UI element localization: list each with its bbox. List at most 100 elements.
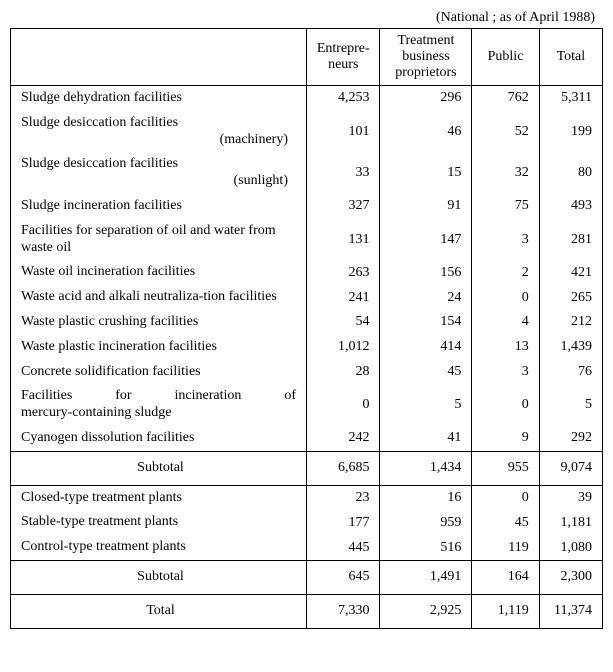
subtotal-label: Subtotal [11,451,307,485]
number-cell: 212 [539,310,602,335]
number-cell: 421 [539,260,602,285]
number-cell: 959 [380,510,472,535]
row-label: Sludge desiccation facilities(machinery) [11,111,307,153]
number-cell: 16 [380,485,472,510]
number-cell: 3 [472,360,539,385]
table-row: Facilities for incineration ofmercury-co… [11,384,603,426]
number-cell: 0 [307,384,380,426]
header-blank [11,29,307,86]
number-cell: 45 [380,360,472,385]
number-cell: 75 [472,194,539,219]
table-row: Sludge desiccation facilities(sunlight) 3… [11,152,603,194]
row-label: Waste plastic incineration facilities [11,335,307,360]
number-cell: 52 [472,111,539,153]
number-cell: 80 [539,152,602,194]
number-cell: 1,119 [472,594,539,628]
number-cell: 46 [380,111,472,153]
number-cell: 955 [472,451,539,485]
table-row: Waste plastic incineration facilities1,0… [11,335,603,360]
number-cell: 91 [380,194,472,219]
number-cell: 7,330 [307,594,380,628]
number-cell: 4 [472,310,539,335]
number-cell: 1,434 [380,451,472,485]
number-cell: 327 [307,194,380,219]
table-row: Waste acid and alkali neutraliza-tion fa… [11,285,603,310]
number-cell: 156 [380,260,472,285]
table-row: Sludge incineration facilities3279175493 [11,194,603,219]
total-row: Total7,3302,9251,11911,374 [11,594,603,628]
number-cell: 28 [307,360,380,385]
number-cell: 5 [380,384,472,426]
total-label: Total [11,594,307,628]
number-cell: 292 [539,426,602,451]
number-cell: 5 [539,384,602,426]
table-row: Sludge dehydration facilities4,253296762… [11,86,603,111]
row-label: Control-type treatment plants [11,535,307,560]
number-cell: 24 [380,285,472,310]
number-cell: 1,439 [539,335,602,360]
number-cell: 762 [472,86,539,111]
header-total: Total [539,29,602,86]
number-cell: 0 [472,384,539,426]
number-cell: 164 [472,560,539,594]
header-treatment: Treatment business proprietors [380,29,472,86]
number-cell: 41 [380,426,472,451]
number-cell: 2,925 [380,594,472,628]
table-row: Facilities for separation of oil and wat… [11,219,603,261]
table-row: Concrete solidification facilities284537… [11,360,603,385]
number-cell: 516 [380,535,472,560]
number-cell: 445 [307,535,380,560]
number-cell: 23 [307,485,380,510]
table-caption: (National ; as of April 1988) [10,10,603,26]
row-label: Waste plastic crushing facilities [11,310,307,335]
row-label: Facilities for incineration ofmercury-co… [11,384,307,426]
row-label: Cyanogen dissolution facilities [11,426,307,451]
row-label: Sludge dehydration facilities [11,86,307,111]
subtotal-row: Subtotal6451,4911642,300 [11,560,603,594]
number-cell: 101 [307,111,380,153]
subtotal-label: Subtotal [11,560,307,594]
number-cell: 242 [307,426,380,451]
number-cell: 154 [380,310,472,335]
table-row: Waste oil incineration facilities2631562… [11,260,603,285]
number-cell: 9 [472,426,539,451]
row-label: Stable-type treatment plants [11,510,307,535]
number-cell: 0 [472,285,539,310]
number-cell: 147 [380,219,472,261]
number-cell: 645 [307,560,380,594]
number-cell: 15 [380,152,472,194]
number-cell: 45 [472,510,539,535]
header-row: Entrepre- neurs Treatment business propr… [11,29,603,86]
number-cell: 2,300 [539,560,602,594]
row-label: Facilities for separation of oil and wat… [11,219,307,261]
number-cell: 1,080 [539,535,602,560]
number-cell: 241 [307,285,380,310]
number-cell: 2 [472,260,539,285]
table-row: Control-type treatment plants4455161191,… [11,535,603,560]
table-row: Sludge desiccation facilities(machinery)… [11,111,603,153]
number-cell: 414 [380,335,472,360]
table-row: Closed-type treatment plants2316039 [11,485,603,510]
number-cell: 9,074 [539,451,602,485]
number-cell: 11,374 [539,594,602,628]
number-cell: 32 [472,152,539,194]
number-cell: 265 [539,285,602,310]
subtotal-row: Subtotal6,6851,4349559,074 [11,451,603,485]
number-cell: 54 [307,310,380,335]
table-row: Stable-type treatment plants177959451,18… [11,510,603,535]
row-label: Sludge incineration facilities [11,194,307,219]
facilities-table: Entrepre- neurs Treatment business propr… [10,28,603,629]
header-public: Public [472,29,539,86]
table-row: Cyanogen dissolution facilities242419292 [11,426,603,451]
number-cell: 4,253 [307,86,380,111]
row-label: Closed-type treatment plants [11,485,307,510]
number-cell: 6,685 [307,451,380,485]
number-cell: 177 [307,510,380,535]
row-label: Sludge desiccation facilities(sunlight) [11,152,307,194]
number-cell: 13 [472,335,539,360]
number-cell: 76 [539,360,602,385]
number-cell: 1,491 [380,560,472,594]
header-entrepreneurs: Entrepre- neurs [307,29,380,86]
number-cell: 119 [472,535,539,560]
number-cell: 3 [472,219,539,261]
